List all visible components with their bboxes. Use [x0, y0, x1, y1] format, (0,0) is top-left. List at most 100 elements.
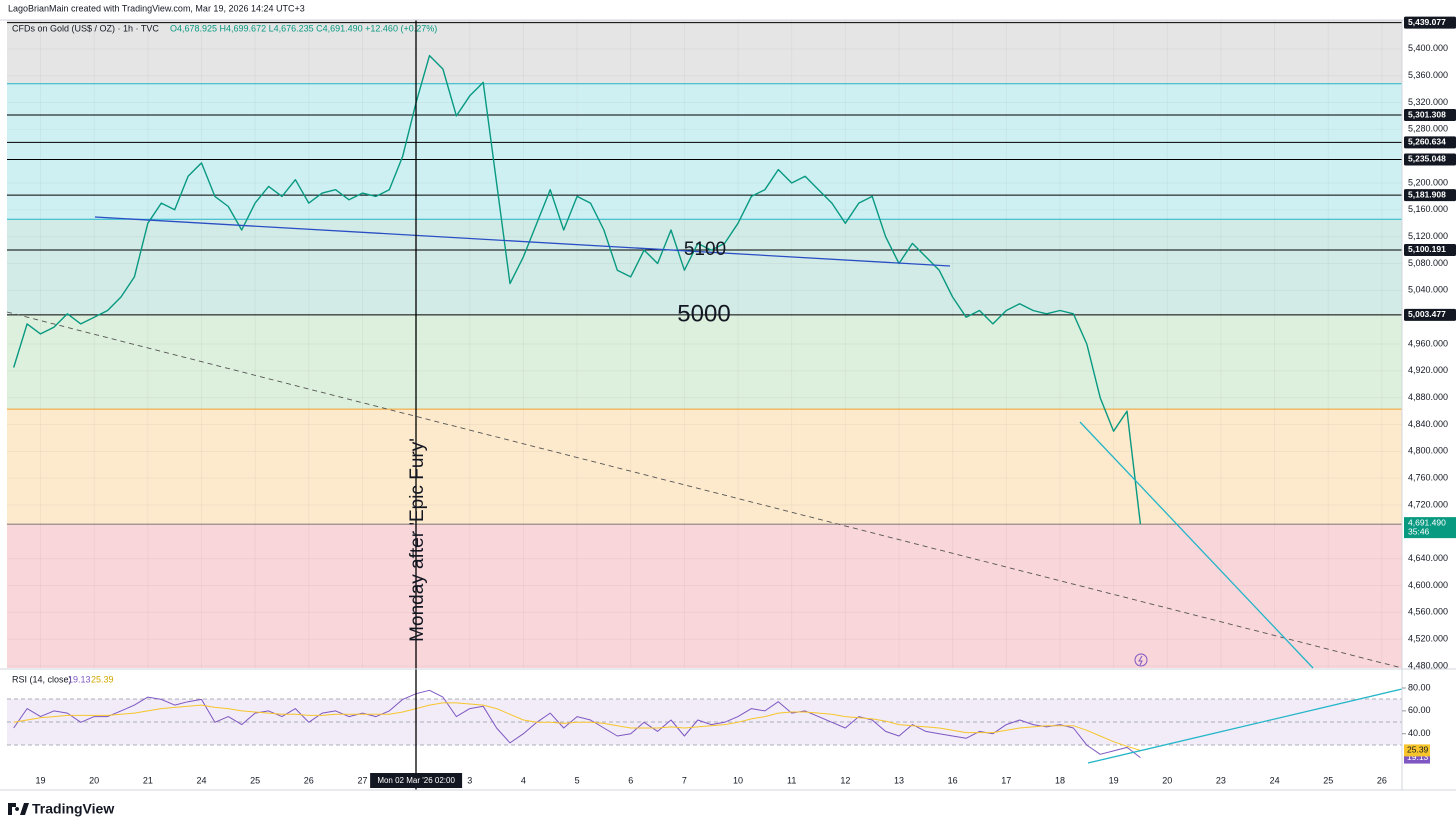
- y-tick-label: 5,080.000: [1408, 258, 1448, 268]
- y-tick-label: 5,120.000: [1408, 231, 1448, 241]
- x-tick-label: 7: [682, 775, 687, 785]
- level-annotation: 5100: [684, 239, 726, 260]
- ohlc: O4,678.925 H4,699.672 L4,676.235 C4,691.…: [170, 23, 437, 33]
- level-label: 5,181.908: [1408, 189, 1446, 199]
- level-label: 5,260.634: [1408, 137, 1446, 147]
- y-tick-label: 5,320.000: [1408, 97, 1448, 107]
- y-tick-label: 4,520.000: [1408, 634, 1448, 644]
- x-tick-label: 6: [628, 775, 633, 785]
- rsi-ma-value: 25.39: [91, 674, 114, 684]
- y-tick-label: 5,280.000: [1408, 124, 1448, 134]
- y-tick-label: 4,840.000: [1408, 419, 1448, 429]
- x-tick-label: 26: [304, 775, 314, 785]
- zone: [7, 524, 1402, 668]
- y-tick-label: 4,960.000: [1408, 338, 1448, 348]
- rsi-title: RSI (14, close): [12, 674, 72, 684]
- y-tick-label: 80.00: [1408, 682, 1431, 692]
- x-tick-label: 17: [1001, 775, 1011, 785]
- logo: TradingView: [8, 801, 114, 817]
- event-annotation: Monday after 'Epic Fury': [407, 438, 428, 642]
- rsi-line: [13, 702, 1141, 751]
- x-tick-label: 25: [250, 775, 260, 785]
- credit: LagoBrianMain created with TradingView.c…: [8, 3, 305, 13]
- level-label-bg: [1404, 153, 1456, 166]
- zone: [7, 219, 1402, 316]
- y-tick-label: 4,720.000: [1408, 499, 1448, 509]
- y-tick-label: 40.00: [1408, 728, 1431, 738]
- x-tick-label: 4: [521, 775, 526, 785]
- rsi-line: [13, 689, 1141, 758]
- y-tick-label: 5,160.000: [1408, 204, 1448, 214]
- x-tick-label: 10: [733, 775, 743, 785]
- x-tick-label: 24: [1270, 775, 1280, 785]
- rsi-last-bg: [1404, 744, 1430, 757]
- zone: [7, 315, 1402, 410]
- last-price-bg: [1404, 517, 1456, 539]
- chart-title: CFDs on Gold (US$ / OZ) · 1h · TVC: [12, 23, 159, 33]
- x-tick-label: 3: [467, 775, 472, 785]
- logo-icon: [8, 803, 29, 815]
- level-label-bg: [1404, 136, 1456, 149]
- rsi-last-label: 19.13: [1407, 752, 1429, 762]
- x-tick-label: 21: [143, 775, 153, 785]
- y-tick-label: 4,920.000: [1408, 365, 1448, 375]
- zone: [7, 409, 1402, 525]
- x-tick-label: 27: [357, 775, 367, 785]
- countdown: 35:46: [1408, 526, 1430, 536]
- x-tick-label: 24: [196, 775, 206, 785]
- x-tick-label: 23: [1216, 775, 1226, 785]
- level-label: 5,301.308: [1408, 109, 1446, 119]
- event-icon: [1134, 653, 1148, 667]
- rsi-last-label: 25.39: [1407, 745, 1429, 755]
- down-trend-line: [1079, 421, 1314, 669]
- y-tick-label: 4,640.000: [1408, 553, 1448, 563]
- y-tick-label: 4,880.000: [1408, 392, 1448, 402]
- level-label-bg: [1404, 109, 1456, 122]
- x-tick-label: 11: [787, 775, 796, 785]
- y-tick-label: 4,760.000: [1408, 473, 1448, 483]
- level-label: 5,003.477: [1408, 309, 1446, 319]
- trend-line: [94, 216, 951, 267]
- x-tick-label: 12: [840, 775, 850, 785]
- y-tick-label: 5,200.000: [1408, 177, 1448, 187]
- y-tick-label: 5,040.000: [1408, 285, 1448, 295]
- y-tick-label: 5,400.000: [1408, 43, 1448, 53]
- y-tick-label: 4,600.000: [1408, 580, 1448, 590]
- grid: [7, 20, 1402, 668]
- brand: TradingView: [32, 801, 114, 817]
- rsi-trend-line: [1087, 688, 1403, 764]
- x-tick-label: 13: [894, 775, 904, 785]
- y-tick-label: 4,560.000: [1408, 607, 1448, 617]
- crosshair-label-bg: [370, 773, 463, 788]
- zone: [7, 83, 1402, 220]
- y-tick-label: 60.00: [1408, 705, 1431, 715]
- plot: [7, 22, 1402, 758]
- zones: [7, 20, 1402, 746]
- y-tick-label: 5,360.000: [1408, 70, 1448, 80]
- x-tick-label: 19: [1109, 775, 1119, 785]
- x-tick-label: 25: [1323, 775, 1333, 785]
- event-icon: [1138, 655, 1143, 666]
- y-tick-label: 4,800.000: [1408, 446, 1448, 456]
- price-line: [13, 54, 1142, 525]
- level-label-bg: [1404, 189, 1456, 202]
- dashed-trend-line: [6, 311, 1403, 669]
- level-label: 5,235.048: [1408, 154, 1446, 164]
- x-tick-label: Mon 02 Mar '26 02:00: [377, 776, 455, 785]
- last-price-label: 4,691.490: [1408, 517, 1446, 527]
- level-label: 5,100.191: [1408, 244, 1446, 254]
- level-label-bg: [1404, 16, 1456, 29]
- x-tick-label: 26: [1377, 775, 1387, 785]
- x-tick-label: 20: [89, 775, 99, 785]
- level-label-bg: [1404, 243, 1456, 256]
- y-tick-label: 4,480.000: [1408, 660, 1448, 670]
- zone: [7, 20, 1402, 84]
- x-tick-label: 19: [36, 775, 46, 785]
- level-label: 5,439.077: [1408, 17, 1446, 27]
- x-tick-label: 5: [575, 775, 580, 785]
- rsi-value: 19.13: [68, 674, 91, 684]
- level-label-bg: [1404, 308, 1456, 321]
- x-tick-label: 18: [1055, 775, 1065, 785]
